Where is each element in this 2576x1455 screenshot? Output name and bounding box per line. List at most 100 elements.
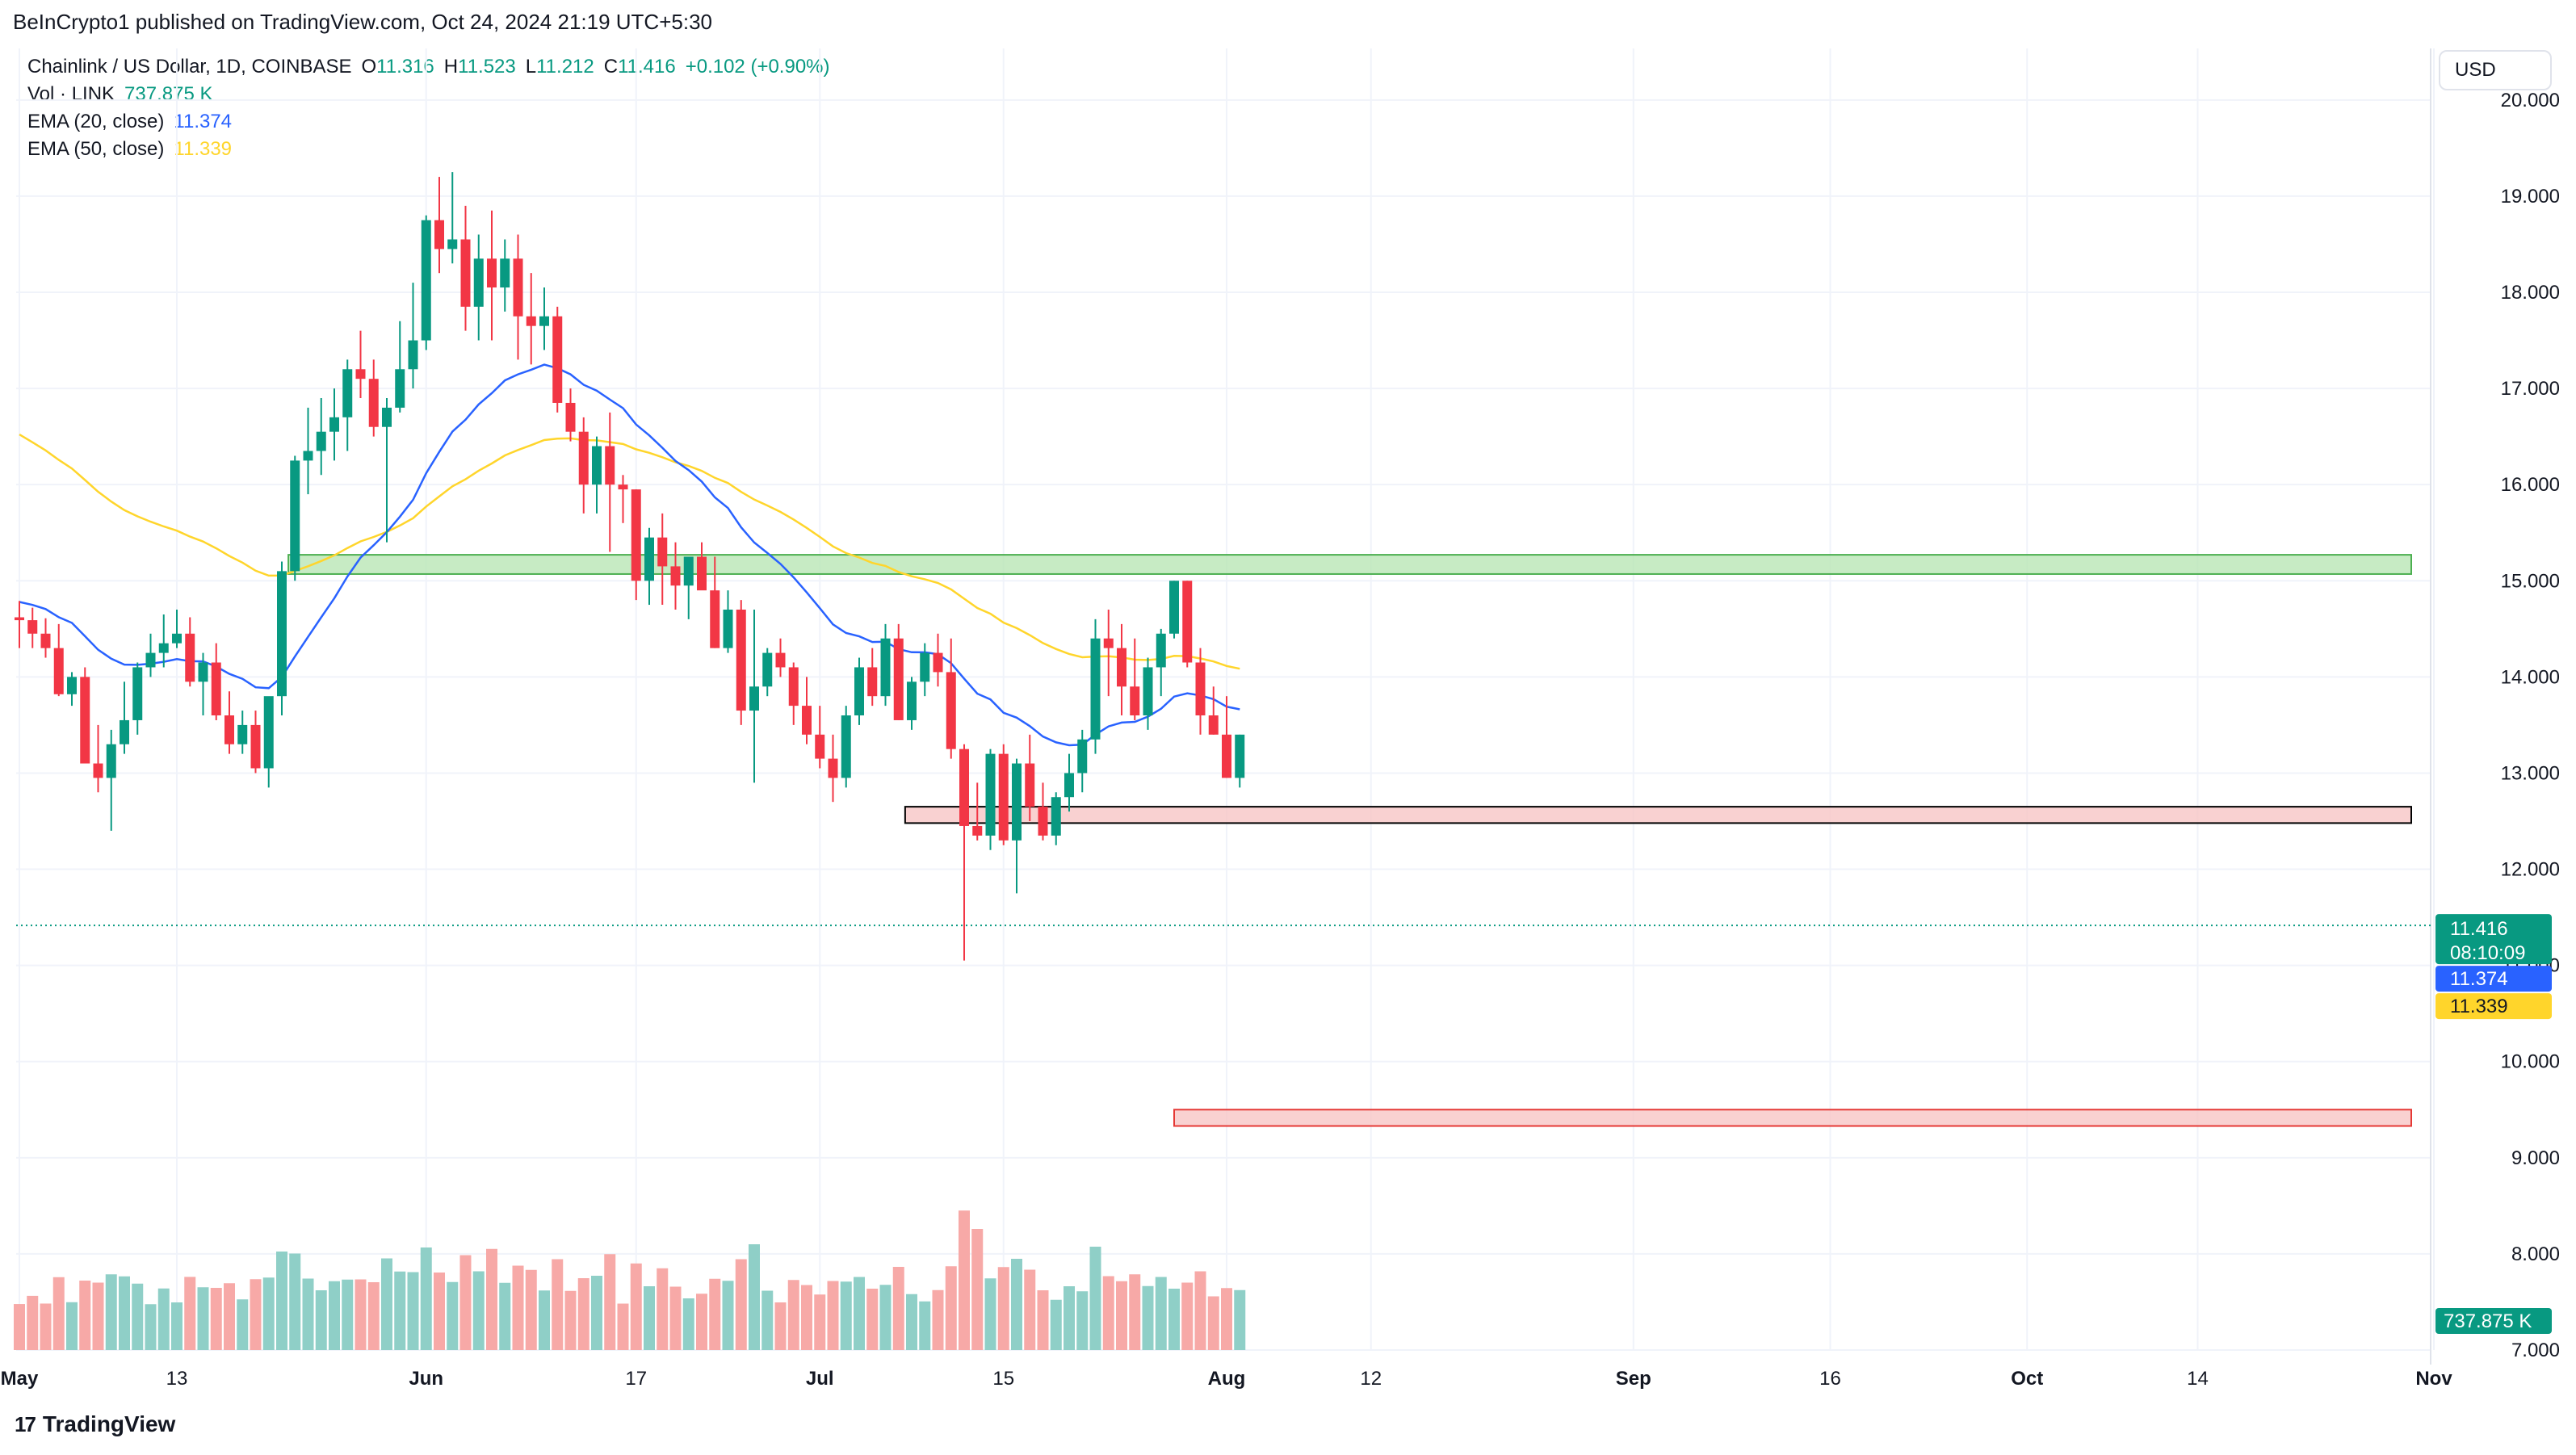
volume-bar bbox=[814, 1294, 826, 1350]
volume-bar bbox=[381, 1258, 392, 1350]
volume-bar bbox=[840, 1281, 852, 1350]
volume-bar bbox=[276, 1252, 287, 1350]
y-tick-label: 10.000 bbox=[2501, 1051, 2560, 1073]
volume-bar bbox=[420, 1247, 432, 1350]
volume-bar bbox=[499, 1282, 511, 1350]
volume-bar bbox=[774, 1302, 787, 1350]
volume-bar bbox=[959, 1210, 970, 1350]
volume-bar bbox=[237, 1299, 249, 1350]
high-label: H bbox=[443, 56, 459, 78]
candle-up bbox=[592, 446, 602, 485]
support-zone-red bbox=[1173, 1109, 2412, 1127]
candle-up bbox=[290, 460, 300, 572]
y-tick-label: 8.000 bbox=[2511, 1243, 2560, 1265]
current-price-badge bbox=[2435, 914, 2552, 965]
current-price-badge-text: 08:10:09 bbox=[2450, 942, 2525, 964]
candle-down bbox=[224, 715, 234, 744]
candle-down bbox=[526, 316, 536, 326]
volume-bar bbox=[92, 1282, 104, 1350]
currency-button[interactable]: USD bbox=[2439, 50, 2552, 90]
candle-down bbox=[434, 220, 444, 249]
candle-down bbox=[460, 239, 471, 307]
volume-bar bbox=[1155, 1277, 1167, 1350]
candle-down bbox=[211, 662, 221, 715]
candle-up bbox=[132, 667, 143, 720]
volume-badge-text: 737.875 K bbox=[2444, 1310, 2532, 1332]
candle-down bbox=[959, 748, 969, 826]
ema50-value: 11.339 bbox=[174, 138, 233, 160]
volume-bar bbox=[669, 1286, 682, 1350]
x-tick-label: 15 bbox=[992, 1368, 1014, 1390]
volume-bar bbox=[184, 1277, 196, 1350]
symbol-name[interactable]: Chainlink / US Dollar, 1D, COINBASE bbox=[27, 56, 352, 78]
candle-down bbox=[867, 667, 878, 697]
x-tick-label: Nov bbox=[2415, 1368, 2452, 1390]
volume-bar bbox=[394, 1271, 406, 1350]
x-tick-label: Jul bbox=[806, 1368, 834, 1390]
volume-bar bbox=[512, 1265, 524, 1350]
y-tick-label: 17.000 bbox=[2501, 378, 2560, 400]
volume-bar bbox=[447, 1281, 459, 1350]
volume-bar bbox=[105, 1274, 117, 1350]
volume-value: 737.875 K bbox=[124, 83, 213, 105]
candle-up bbox=[237, 724, 248, 744]
candle-down bbox=[605, 446, 615, 485]
volume-bar bbox=[157, 1288, 170, 1350]
candle-down bbox=[1195, 662, 1206, 715]
volume-bar bbox=[1194, 1271, 1206, 1350]
candle-down bbox=[710, 590, 720, 648]
candle-up bbox=[1235, 734, 1245, 778]
volume-bar bbox=[1221, 1288, 1232, 1350]
candle-up bbox=[762, 652, 773, 687]
candle-up bbox=[473, 258, 484, 307]
tradingview-logo[interactable]: 17 TradingView bbox=[15, 1411, 175, 1437]
ema50-row: EMA (50, close) 11.339 bbox=[27, 136, 830, 163]
candle-up bbox=[1051, 797, 1061, 836]
volume-bar bbox=[971, 1229, 984, 1350]
candle-down bbox=[998, 753, 1009, 841]
candle-up bbox=[158, 643, 169, 653]
volume-bar bbox=[1011, 1259, 1022, 1350]
candle-up bbox=[841, 715, 851, 778]
volume-bar bbox=[1129, 1274, 1141, 1350]
ema20-value: 11.374 bbox=[174, 111, 233, 132]
candle-down bbox=[552, 316, 563, 403]
volume-bar bbox=[879, 1285, 892, 1350]
ema50-label[interactable]: EMA (50, close) bbox=[27, 138, 165, 160]
candle-up bbox=[447, 239, 458, 249]
candle-down bbox=[1130, 686, 1140, 715]
volume-bar bbox=[486, 1248, 497, 1350]
low-value: 11.212 bbox=[536, 56, 594, 78]
volume-bar bbox=[367, 1282, 380, 1350]
candle-up bbox=[421, 220, 431, 341]
volume-bar bbox=[132, 1283, 144, 1350]
ema50-line bbox=[19, 434, 1240, 670]
x-tick-label: 14 bbox=[2187, 1368, 2209, 1390]
candle-down bbox=[487, 258, 497, 288]
volume-bar bbox=[355, 1279, 367, 1350]
candle-up bbox=[67, 677, 77, 694]
ema20-line bbox=[19, 363, 1240, 747]
volume-bar bbox=[906, 1294, 917, 1350]
y-tick-label: 14.000 bbox=[2501, 666, 2560, 688]
candle-down bbox=[657, 537, 668, 567]
y-tick-label: 12.000 bbox=[2501, 859, 2560, 881]
volume-bar bbox=[1089, 1247, 1101, 1350]
volume-bar bbox=[1207, 1296, 1219, 1350]
resistance-zone-red bbox=[904, 806, 2412, 824]
y-tick-label: 13.000 bbox=[2501, 762, 2560, 784]
ema20-label[interactable]: EMA (20, close) bbox=[27, 111, 165, 132]
volume-bar bbox=[40, 1303, 52, 1350]
candle-down bbox=[250, 724, 261, 769]
volume-bar bbox=[119, 1276, 130, 1350]
volume-bar bbox=[1102, 1276, 1114, 1350]
volume-bar bbox=[827, 1281, 839, 1350]
volume-bar bbox=[682, 1298, 694, 1350]
volume-label[interactable]: Vol · LINK bbox=[27, 83, 115, 105]
volume-bar bbox=[1142, 1285, 1154, 1350]
tradingview-brand: TradingView bbox=[42, 1411, 176, 1436]
volume-bar bbox=[14, 1304, 25, 1350]
volume-bar bbox=[984, 1278, 996, 1350]
published-line: BeInCrypto1 published on TradingView.com… bbox=[13, 10, 712, 34]
